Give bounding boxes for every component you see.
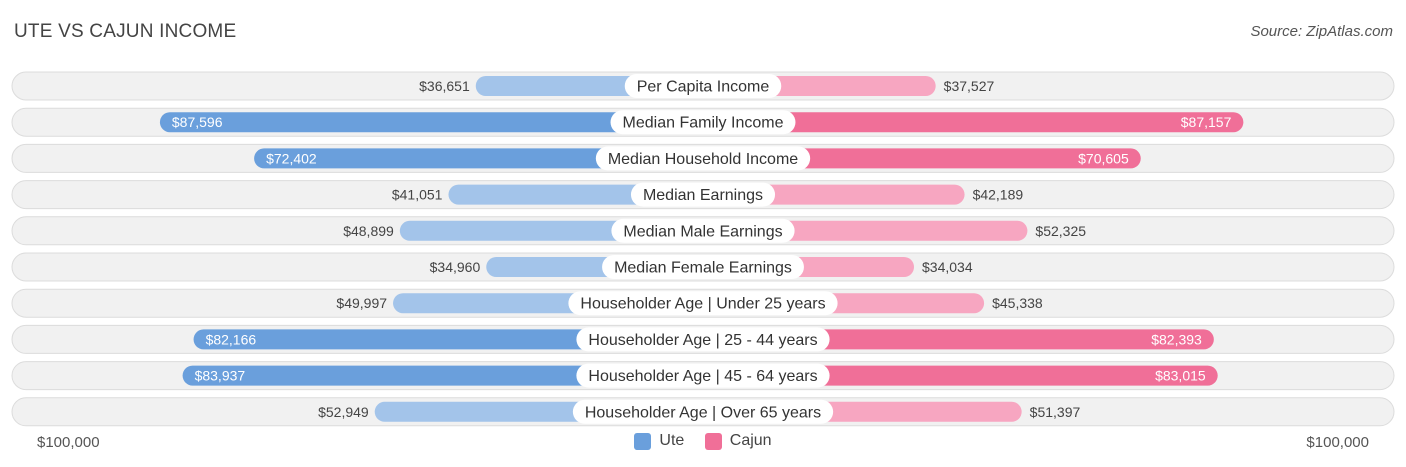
category-label: Householder Age | 45 - 64 years <box>588 368 817 385</box>
value-label-ute: $34,960 <box>430 259 481 275</box>
chart-row: $36,651 $37,527 Per Capita Income <box>11 71 1395 101</box>
legend-label-cajun: Cajun <box>729 432 772 449</box>
bar-ute <box>159 112 704 133</box>
chart-row: $82,166 $82,393 Householder Age | 25 - 44 … <box>11 324 1395 354</box>
category-label: Householder Age | Over 65 years <box>585 404 821 421</box>
value-label-ute: $41,051 <box>392 187 443 203</box>
category-label-background <box>602 255 804 279</box>
legend: Ute Cajun <box>0 432 1406 455</box>
value-label-cajun: $83,015 <box>1155 368 1206 384</box>
legend-label-ute: Ute <box>659 432 685 449</box>
bar-ute <box>182 365 704 386</box>
bar-cajun <box>703 365 1218 386</box>
legend-item-ute[interactable]: Ute <box>634 432 684 450</box>
category-label: Per Capita Income <box>637 79 770 96</box>
value-label-ute: $87,596 <box>172 114 223 130</box>
legend-item-cajun[interactable]: Cajun <box>704 432 772 450</box>
category-label-background <box>576 363 830 388</box>
category-label: Median Male Earnings <box>623 223 782 240</box>
category-label-background <box>572 399 834 424</box>
chart-row: $41,051 $42,189 Median Earnings <box>11 180 1395 210</box>
category-label-background <box>568 291 838 316</box>
value-label-ute: $48,899 <box>343 223 394 239</box>
value-label-ute: $36,651 <box>419 78 470 94</box>
value-label-cajun: $82,393 <box>1151 331 1202 347</box>
category-label-background <box>576 327 830 352</box>
bar-ute <box>254 148 703 169</box>
category-label: Median Household Income <box>608 151 798 168</box>
category-label-background <box>610 110 796 135</box>
value-label-ute: $83,937 <box>195 368 246 384</box>
category-label: Median Earnings <box>643 187 763 204</box>
value-label-ute: $82,166 <box>206 331 257 347</box>
value-label-cajun: $45,338 <box>992 295 1043 311</box>
value-label-cajun: $42,189 <box>973 187 1024 203</box>
bar-ute <box>193 329 703 350</box>
chart-row: $87,596 $87,157 Median Family Income <box>11 107 1395 137</box>
value-label-ute: $72,402 <box>266 150 317 166</box>
category-label: Householder Age | 25 - 44 years <box>588 332 817 349</box>
category-label-background <box>611 218 795 243</box>
category-label-background <box>630 182 776 207</box>
chart-row: $52,949 $51,397 Householder Age | Over 65 … <box>11 397 1395 427</box>
legend-swatch-cajun <box>704 432 722 450</box>
value-label-cajun: $34,034 <box>922 259 973 275</box>
source-label: Source: ZipAtlas.com <box>1250 23 1393 40</box>
value-label-cajun: $51,397 <box>1030 404 1081 420</box>
chart-row: $72,402 $70,605 Median Household Income <box>11 143 1395 173</box>
value-label-ute: $49,997 <box>336 295 387 311</box>
value-label-cajun: $37,527 <box>944 78 995 94</box>
chart-row: $49,997 $45,338 Householder Age | Under 25… <box>11 288 1395 318</box>
category-label: Median Female Earnings <box>614 260 792 277</box>
value-label-cajun: $87,157 <box>1181 114 1232 130</box>
value-label-cajun: $70,605 <box>1078 150 1129 166</box>
value-label-ute: $52,949 <box>318 404 369 420</box>
category-label: Median Family Income <box>623 115 784 132</box>
value-label-cajun: $52,325 <box>1035 223 1086 239</box>
chart-title: UTE VS CAJUN INCOME <box>14 21 237 42</box>
chart-row: $34,960 $34,034 Median Female Earnings <box>11 252 1395 282</box>
axis-right-label: $100,000 <box>1306 434 1369 451</box>
bar-cajun <box>703 329 1214 350</box>
chart-row: $48,899 $52,325 Median Male Earnings <box>11 216 1395 246</box>
chart-row: $83,937 $83,015 Householder Age | 45 - 64 … <box>11 361 1395 391</box>
bar-cajun <box>703 112 1244 133</box>
category-label-background <box>624 74 782 98</box>
category-label-background <box>595 146 811 171</box>
bar-cajun <box>703 148 1141 169</box>
category-label: Householder Age | Under 25 years <box>580 296 825 313</box>
axis-left-label: $100,000 <box>37 434 100 451</box>
legend-swatch-ute <box>634 432 652 450</box>
